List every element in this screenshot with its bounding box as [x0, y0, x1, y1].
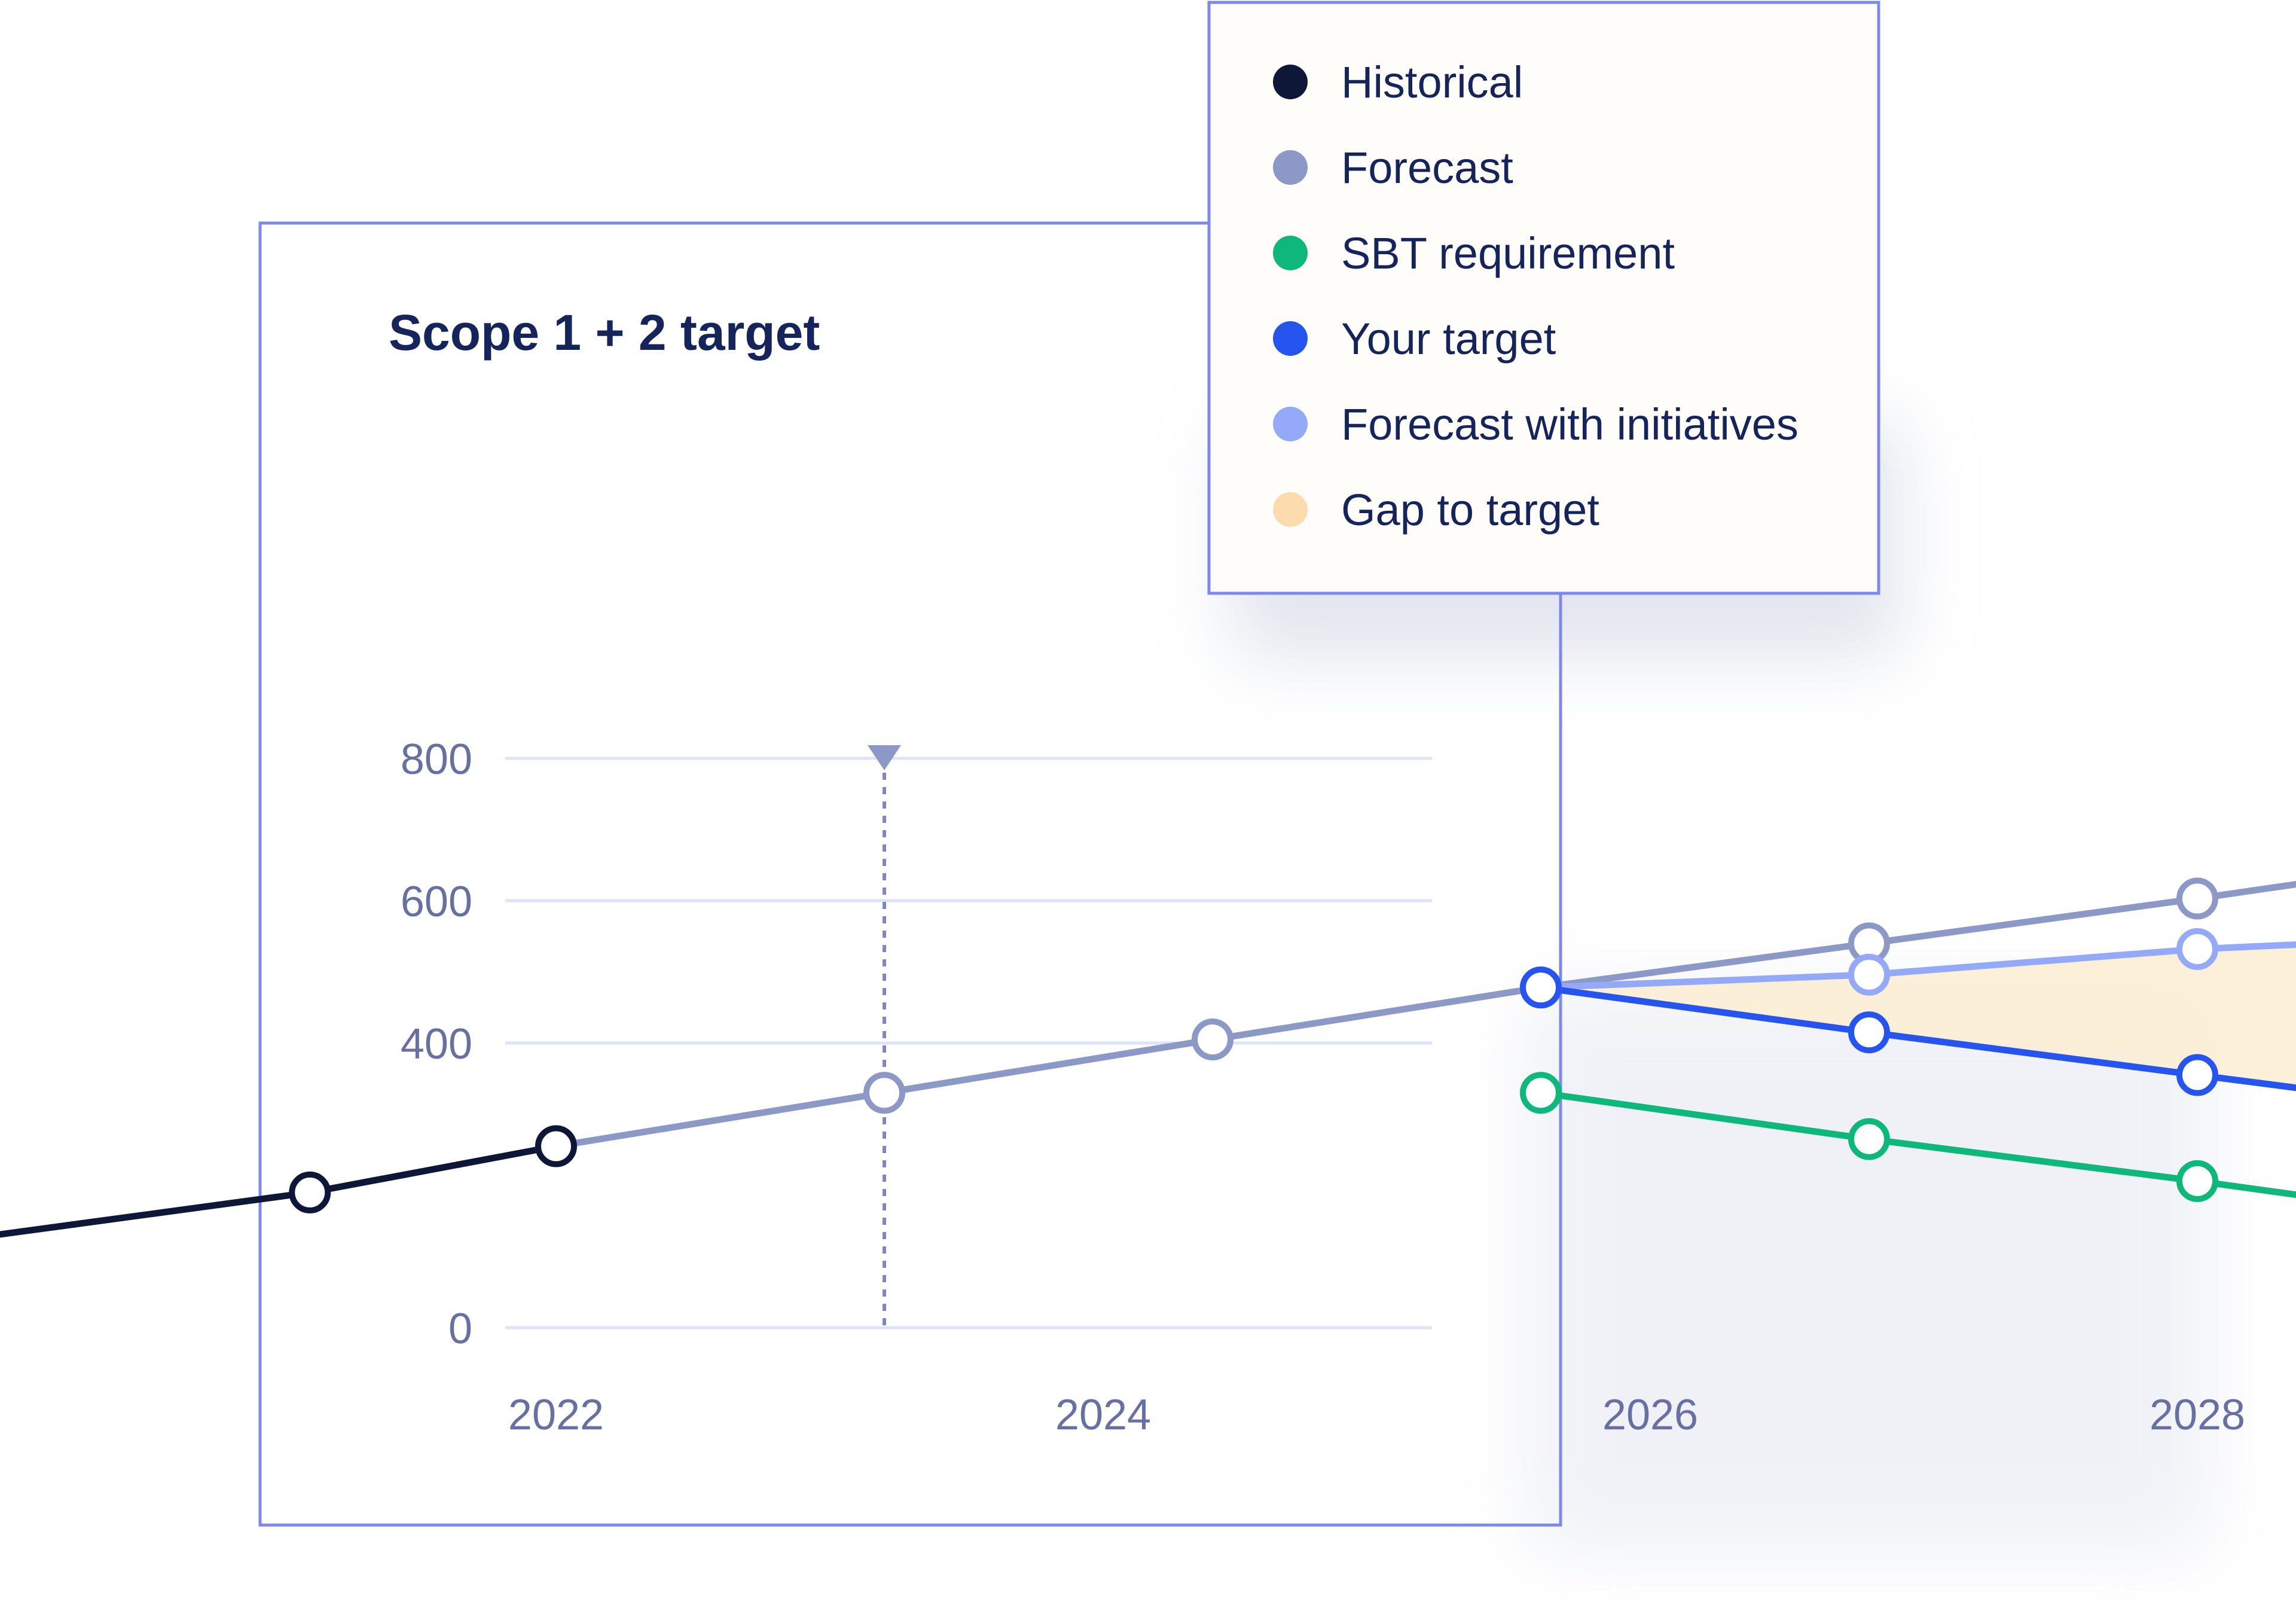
legend-label-your-target: Your target — [1341, 314, 1556, 364]
sbt-requirement-point[interactable] — [2176, 1160, 2218, 1202]
y-tick-label: 400 — [401, 1020, 472, 1068]
y-tick-label: 600 — [401, 878, 472, 926]
legend-label-gap-to-target: Gap to target — [1341, 485, 1599, 535]
legend-swatch-your-target — [1273, 321, 1308, 356]
legend-label-sbt-requirement: SBT requirement — [1341, 228, 1675, 278]
marker-layer — [868, 745, 901, 1328]
x-tick-labels: 2022 2024 2026 2028 — [508, 1391, 2245, 1439]
x-tick-label: 2026 — [1602, 1391, 1698, 1439]
legend: Historical Forecast SBT requirement Your ta… — [1273, 57, 1799, 535]
legend-label-forecast: Forecast — [1341, 143, 1513, 193]
series-points — [289, 877, 2218, 1213]
legend-swatch-forecast — [1273, 150, 1308, 185]
chart-title: Scope 1 + 2 target — [389, 304, 820, 361]
marker-triangle[interactable] — [868, 745, 901, 770]
grid-layer — [505, 757, 1432, 1329]
historical-point[interactable] — [289, 1171, 331, 1213]
legend-swatch-historical — [1273, 65, 1308, 99]
y-tick-label: 800 — [401, 736, 472, 783]
forecast-point[interactable] — [2176, 877, 2218, 920]
forecast-with-initiatives-point[interactable] — [2176, 928, 2218, 970]
legend-box — [1207, 1, 1880, 595]
your-target-point[interactable] — [1848, 1011, 1890, 1054]
forecast-point[interactable] — [1192, 1019, 1234, 1061]
sbt-requirement-point[interactable] — [1848, 1118, 1890, 1160]
forecast-with-initiatives-point[interactable] — [1848, 953, 1890, 996]
historical-line — [0, 1143, 560, 1238]
x-tick-label: 2028 — [2150, 1391, 2245, 1439]
forecast-with-initiatives-line — [1537, 941, 2296, 991]
y-tick-label: 0 — [448, 1305, 472, 1353]
historical-point[interactable] — [535, 1125, 577, 1167]
sbt-requirement-line — [1537, 1089, 2296, 1199]
x-tick-label: 2022 — [508, 1391, 604, 1439]
chart-shadow — [1525, 987, 2212, 1555]
x-tick-label: 2024 — [1055, 1391, 1151, 1439]
legend-swatch-gap-to-target — [1273, 492, 1308, 527]
legend-label-historical: Historical — [1341, 57, 1523, 107]
your-target-point[interactable] — [1520, 966, 1562, 1009]
your-target-line — [1537, 984, 2296, 1091]
y-tick-labels: 0 400 600 800 — [401, 736, 472, 1353]
your-target-point[interactable] — [2176, 1054, 2218, 1096]
legend-swatch-forecast-with-initiatives — [1273, 407, 1308, 441]
forecast-point[interactable] — [863, 1072, 905, 1114]
legend-label-forecast-with-initiatives: Forecast with initiatives — [1341, 400, 1799, 449]
legend-swatch-sbt-requirement — [1273, 236, 1308, 270]
sbt-requirement-point[interactable] — [1520, 1072, 1562, 1114]
chart-frame — [258, 221, 1562, 1527]
